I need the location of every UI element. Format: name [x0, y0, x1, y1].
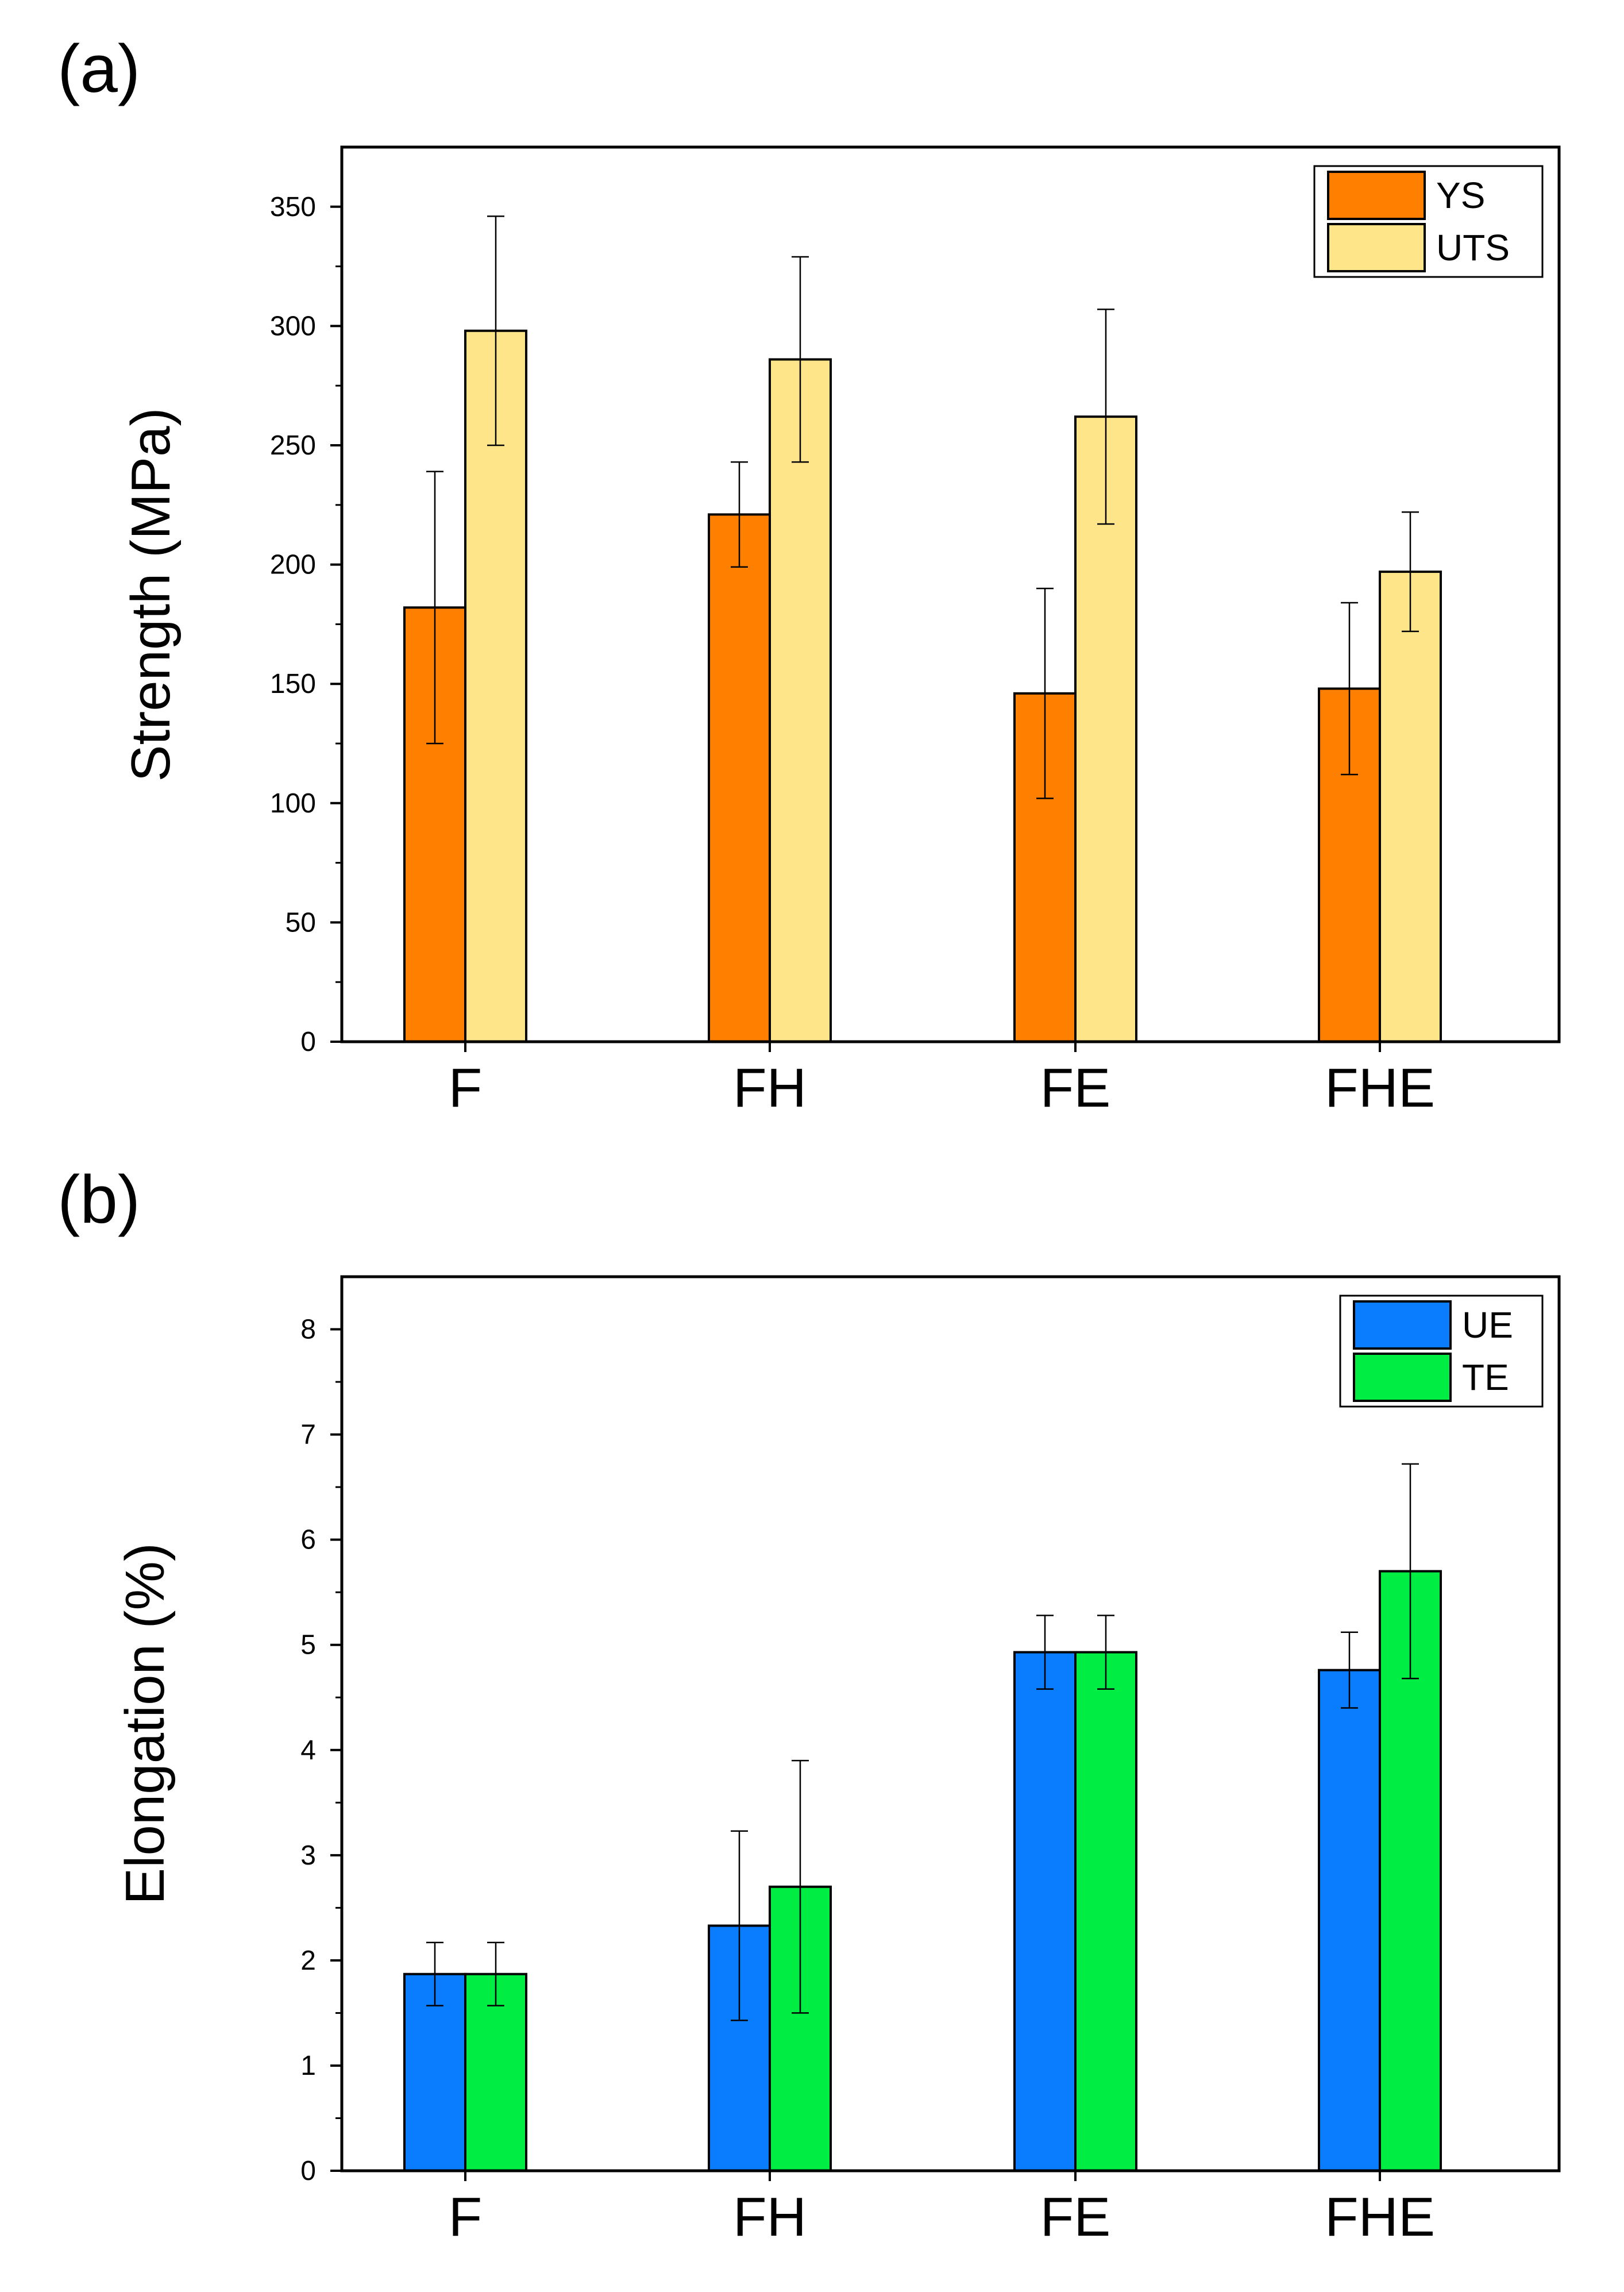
error-bar-ue-fh	[731, 1830, 748, 2021]
plot-frame	[340, 1275, 1561, 2172]
error-bar-uts-fe	[1097, 309, 1114, 525]
error-bar-uts-fhe	[1402, 511, 1419, 633]
y-tick-label: 350	[270, 192, 316, 222]
y-tick-label: 8	[300, 1315, 316, 1345]
y-tick-label: 50	[286, 907, 316, 938]
bar-te-fe	[1074, 1651, 1137, 2172]
y-tick-label: 250	[270, 430, 316, 461]
error-bar-uts-f	[487, 215, 504, 446]
error-bar-ys-f	[426, 471, 443, 745]
legend: YS UTS	[1313, 165, 1544, 278]
error-bar-ue-fhe	[1341, 1631, 1358, 1709]
y-tick-label: 2	[300, 1946, 316, 1976]
y-tick-label: 4	[300, 1735, 316, 1766]
y-axis-title: Elongation (%)	[114, 1543, 176, 1905]
error-bar-ys-fe	[1036, 587, 1054, 799]
bar-uts-fhe	[1379, 571, 1442, 1043]
x-tick-label: F	[449, 2186, 483, 2248]
bar-ue-fhe	[1318, 1669, 1381, 2172]
panel-label: (b)	[57, 1162, 140, 1238]
error-bar-ue-fe	[1036, 1615, 1054, 1690]
plot-frame	[340, 145, 1561, 1043]
x-tick-label: FE	[1040, 2186, 1111, 2248]
legend-swatch-uts	[1327, 223, 1426, 272]
x-tick-label: FHE	[1325, 1057, 1435, 1119]
error-bar-ys-fhe	[1341, 602, 1358, 776]
legend-label-ys: YS	[1436, 175, 1485, 216]
legend-label-te: TE	[1462, 1357, 1509, 1398]
y-tick-label: 5	[300, 1630, 316, 1661]
x-tick-label: F	[449, 1057, 483, 1119]
error-bar-ys-fh	[731, 461, 748, 568]
x-tick-label: FH	[733, 1057, 807, 1119]
error-bar-te-fe	[1097, 1615, 1114, 1690]
x-tick-label: FE	[1040, 1057, 1111, 1119]
y-tick-label: 0	[300, 1027, 316, 1057]
bar-ys-fh	[708, 513, 771, 1043]
legend: UE TE	[1339, 1295, 1544, 1408]
legend-swatch-te	[1353, 1353, 1452, 1402]
legend-swatch-ys	[1327, 171, 1426, 220]
error-bar-ue-f	[426, 1942, 443, 2006]
bar-ue-f	[403, 1973, 466, 2172]
error-bar-te-fh	[792, 1759, 809, 2014]
y-tick-label: 100	[270, 788, 316, 819]
chart-panel-b: (b) Elongation (%) 0 1 2 3 4 5 6 7 8 F FH FE FHE UE TE	[57, 1162, 1561, 2248]
x-tick-label: FH	[733, 2186, 807, 2248]
y-tick-label: 1	[300, 2051, 316, 2081]
y-tick-label: 0	[300, 2156, 316, 2186]
legend-swatch-ue	[1353, 1300, 1452, 1350]
panel-label: (a)	[57, 31, 140, 107]
error-bar-uts-fh	[792, 256, 809, 463]
y-tick-label: 300	[270, 311, 316, 341]
bar-te-f	[464, 1973, 527, 2172]
legend-label-uts: UTS	[1436, 227, 1510, 268]
error-bar-te-fhe	[1402, 1463, 1419, 1679]
y-tick-label: 7	[300, 1420, 316, 1450]
y-axis-title: Strength (MPa)	[120, 408, 182, 782]
y-tick-label: 6	[300, 1525, 316, 1555]
x-tick-label: FHE	[1325, 2186, 1435, 2248]
y-tick-label: 3	[300, 1840, 316, 1871]
legend-label-ue: UE	[1462, 1304, 1513, 1346]
chart-panel-a: (a) Strength (MPa) 0 50 100 150 200 250 300 350 F F…	[57, 31, 1561, 1119]
bar-ue-fe	[1013, 1651, 1077, 2172]
y-tick-label: 150	[270, 669, 316, 699]
y-tick-label: 200	[270, 550, 316, 580]
error-bar-te-f	[487, 1942, 504, 2006]
